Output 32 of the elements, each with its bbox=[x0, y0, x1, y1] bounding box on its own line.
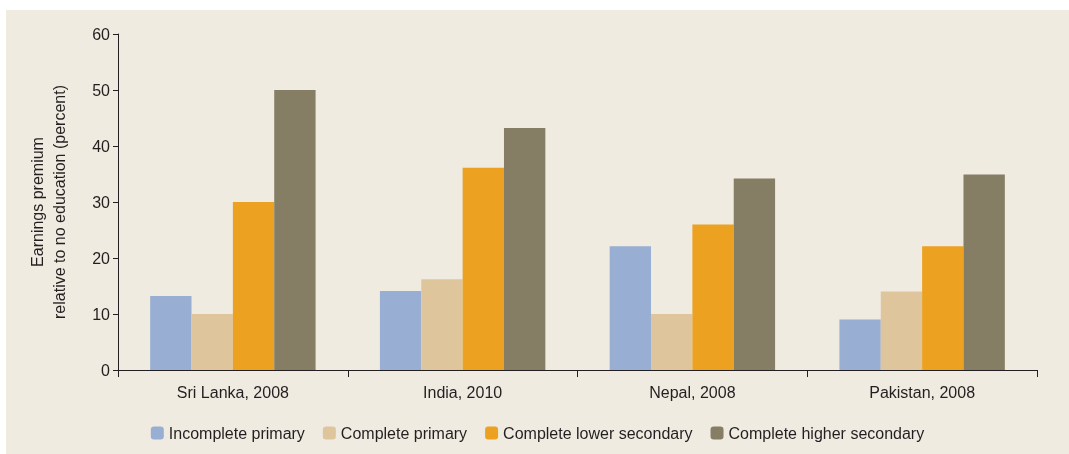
bar bbox=[191, 314, 233, 370]
bar bbox=[651, 314, 693, 370]
y-tick-label: 40 bbox=[92, 137, 111, 155]
bar bbox=[609, 246, 652, 370]
y-axis-title: Earnings premium relative to no education (percent) bbox=[28, 85, 68, 319]
x-tick-label: India, 2010 bbox=[423, 383, 503, 401]
y-tick-label: 50 bbox=[92, 81, 111, 99]
legend-label: Complete primary bbox=[340, 424, 468, 442]
legend-label: Complete lower secondary bbox=[503, 424, 693, 442]
bar bbox=[274, 90, 316, 370]
bar bbox=[503, 128, 546, 370]
bar bbox=[462, 167, 504, 370]
x-tick-label: Nepal, 2008 bbox=[649, 383, 736, 401]
bar bbox=[880, 291, 923, 370]
x-tick-label: Pakistan, 2008 bbox=[869, 383, 976, 401]
y-tick-label: 20 bbox=[92, 249, 111, 267]
y-tick-label: 10 bbox=[92, 305, 111, 323]
bar bbox=[421, 279, 463, 370]
bar bbox=[150, 296, 192, 370]
bar bbox=[963, 174, 1005, 370]
bar bbox=[379, 291, 422, 370]
bar bbox=[839, 319, 881, 370]
bar bbox=[922, 246, 964, 370]
legend-label: Incomplete primary bbox=[168, 424, 305, 442]
bar bbox=[232, 202, 275, 370]
bar bbox=[733, 178, 776, 370]
legend-label: Complete higher secondary bbox=[728, 424, 925, 442]
y-tick-label: 60 bbox=[92, 25, 111, 43]
bar bbox=[692, 224, 734, 370]
y-tick-label: 30 bbox=[92, 193, 111, 211]
x-tick-label: Sri Lanka, 2008 bbox=[176, 383, 290, 401]
y-tick-label: 0 bbox=[101, 361, 111, 379]
